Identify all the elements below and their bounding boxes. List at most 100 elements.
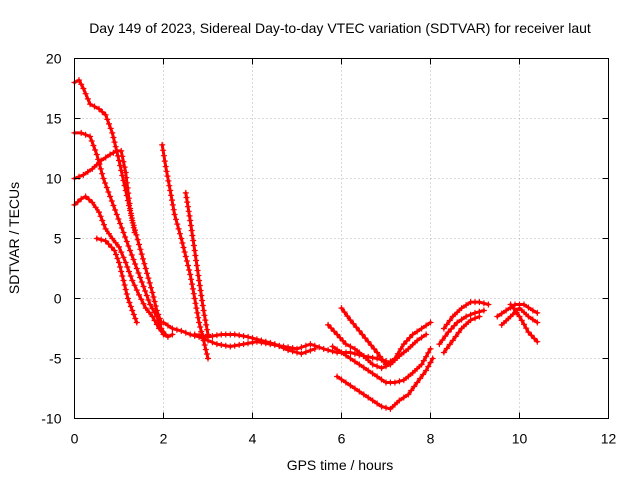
data-point bbox=[150, 294, 157, 300]
data-point bbox=[126, 200, 133, 207]
data-point bbox=[80, 85, 87, 92]
data-point bbox=[101, 221, 107, 228]
data-point bbox=[164, 333, 171, 340]
data-point bbox=[193, 262, 200, 269]
data-point bbox=[523, 325, 530, 332]
x-axis-label: GPS time / hours bbox=[287, 457, 394, 473]
data-point bbox=[122, 169, 129, 176]
data-point bbox=[186, 212, 193, 219]
data-point bbox=[86, 196, 92, 203]
data-point bbox=[503, 307, 510, 314]
data-point bbox=[128, 252, 135, 258]
data-point bbox=[356, 327, 363, 334]
data-point bbox=[449, 313, 456, 320]
data-point bbox=[189, 285, 196, 292]
data-point bbox=[467, 317, 474, 324]
data-point bbox=[365, 394, 372, 401]
data-point bbox=[356, 361, 363, 368]
data-point bbox=[190, 290, 197, 297]
data-point bbox=[89, 165, 96, 172]
data-point bbox=[182, 189, 189, 196]
data-point bbox=[325, 321, 332, 328]
data-point bbox=[118, 249, 125, 256]
data-point bbox=[507, 313, 514, 320]
data-point bbox=[267, 339, 274, 346]
data-point bbox=[518, 317, 525, 324]
data-point bbox=[175, 225, 182, 232]
data-point bbox=[476, 299, 483, 306]
data-point bbox=[423, 367, 430, 374]
data-point bbox=[356, 388, 363, 395]
data-point bbox=[397, 345, 404, 352]
data-point bbox=[341, 309, 348, 316]
data-point bbox=[451, 322, 458, 329]
data-point bbox=[209, 339, 216, 346]
data-point bbox=[525, 329, 532, 336]
x-tick-label: 10 bbox=[512, 431, 528, 447]
data-point bbox=[165, 177, 172, 184]
data-point bbox=[436, 341, 443, 348]
data-point bbox=[128, 210, 134, 217]
data-point bbox=[347, 355, 354, 362]
data-point bbox=[334, 346, 341, 353]
data-point bbox=[121, 164, 128, 171]
series-arc-4 bbox=[71, 193, 176, 340]
x-tick-label: 4 bbox=[249, 431, 257, 447]
data-point bbox=[148, 284, 154, 291]
data-point bbox=[87, 133, 94, 140]
data-point bbox=[360, 364, 367, 371]
data-point bbox=[133, 319, 140, 326]
data-point bbox=[406, 334, 413, 341]
data-point bbox=[400, 394, 407, 401]
data-point bbox=[347, 349, 354, 356]
data-point bbox=[351, 345, 358, 352]
data-point bbox=[209, 333, 216, 340]
data-point bbox=[130, 311, 137, 318]
data-point bbox=[534, 338, 541, 345]
data-point bbox=[193, 305, 200, 312]
data-point bbox=[130, 256, 137, 263]
data-point bbox=[391, 355, 398, 362]
data-point bbox=[368, 342, 375, 349]
data-point bbox=[173, 216, 179, 223]
data-point bbox=[195, 272, 202, 279]
data-point bbox=[138, 296, 145, 303]
data-point bbox=[446, 317, 453, 324]
data-point bbox=[440, 325, 447, 332]
data-point bbox=[120, 229, 127, 236]
data-point bbox=[126, 299, 133, 306]
data-point bbox=[171, 211, 178, 218]
data-point bbox=[231, 342, 238, 349]
data-point bbox=[87, 101, 94, 108]
data-point bbox=[276, 343, 283, 350]
data-point bbox=[425, 349, 432, 356]
data-point bbox=[183, 258, 190, 264]
data-point bbox=[109, 129, 116, 136]
data-point bbox=[108, 198, 115, 204]
data-point bbox=[307, 347, 314, 354]
y-tick-label: 20 bbox=[46, 51, 62, 67]
data-point bbox=[95, 156, 102, 163]
data-point bbox=[414, 328, 421, 335]
data-point bbox=[391, 401, 398, 408]
data-point bbox=[127, 273, 134, 279]
data-point bbox=[378, 376, 385, 383]
data-point bbox=[476, 313, 483, 320]
data-point bbox=[186, 267, 193, 273]
data-point bbox=[145, 297, 152, 303]
data-point bbox=[145, 275, 152, 282]
data-point bbox=[440, 349, 447, 356]
series-arc-10 bbox=[325, 321, 430, 372]
data-point bbox=[140, 300, 147, 307]
data-point bbox=[420, 371, 427, 378]
data-point bbox=[383, 404, 389, 411]
data-point bbox=[383, 361, 389, 368]
data-point bbox=[199, 302, 206, 309]
data-point bbox=[122, 286, 129, 293]
data-point bbox=[177, 230, 183, 237]
data-point bbox=[97, 213, 104, 220]
data-point bbox=[472, 315, 478, 322]
data-point bbox=[374, 363, 381, 370]
data-point bbox=[152, 303, 159, 309]
data-point bbox=[143, 292, 150, 299]
